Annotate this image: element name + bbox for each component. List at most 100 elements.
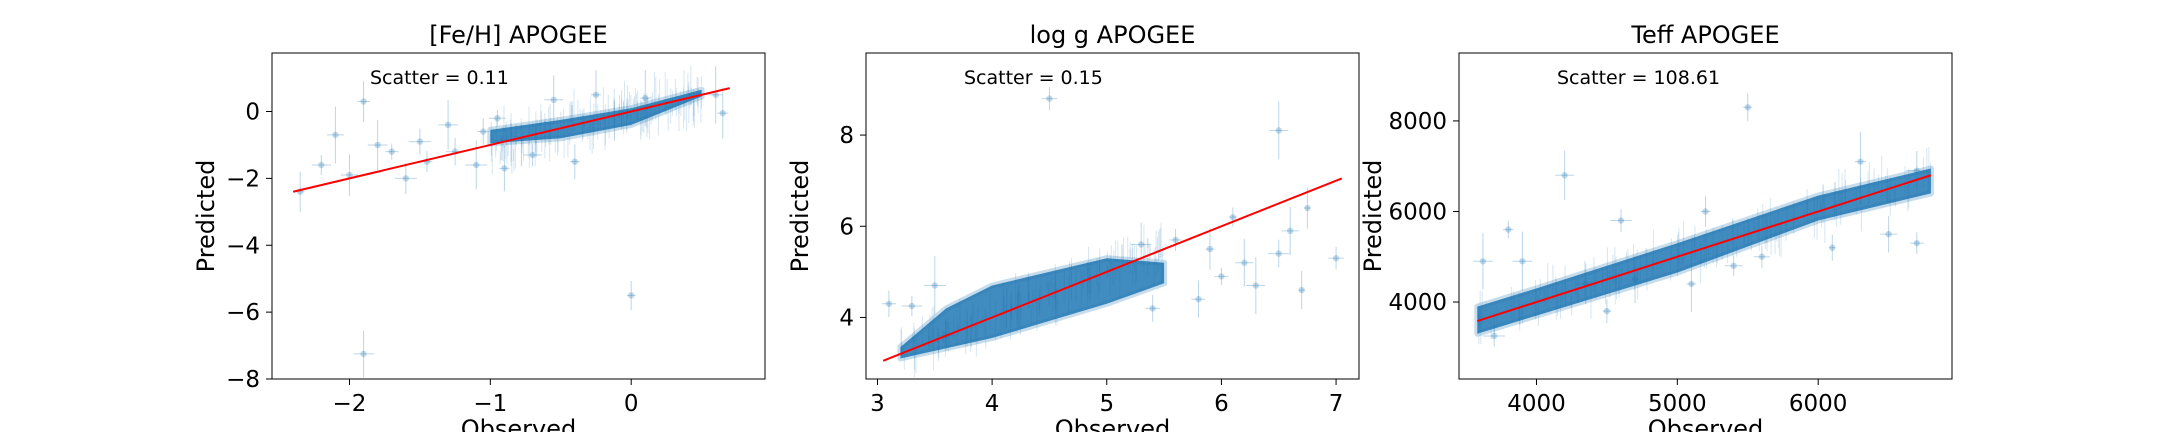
x-tick-label: 7	[1329, 391, 1344, 417]
data-point	[1046, 95, 1053, 102]
data-point	[592, 91, 600, 98]
data-point	[1229, 213, 1237, 221]
data-point	[501, 165, 508, 172]
data-point	[1218, 273, 1225, 280]
data-point	[1505, 226, 1512, 233]
chart-title-logg: log g APOGEE	[1030, 21, 1196, 49]
data-point	[494, 115, 501, 122]
data-point	[1304, 204, 1311, 212]
data-point	[642, 94, 649, 102]
x-tick-label: 6000	[1789, 391, 1848, 417]
chart-title-feh: [Fe/H] APOGEE	[429, 21, 607, 49]
y-tick-label: −8	[226, 367, 260, 393]
data-point	[1913, 167, 1920, 174]
y-tick-label: 6000	[1388, 199, 1447, 225]
plot-area	[292, 65, 731, 378]
data-point	[473, 161, 480, 169]
data-point	[712, 91, 719, 98]
data-point	[1688, 280, 1695, 288]
data-point	[908, 302, 916, 310]
data-point	[1275, 127, 1282, 134]
data-point	[1479, 258, 1487, 265]
data-point	[1241, 259, 1248, 266]
x-tick-label: −1	[473, 391, 507, 417]
data-point	[1149, 305, 1156, 312]
panel-feh: −2 −1 0 −8 −6 −4 −2 0 [Fe/H] APOGEE Observed Predi…	[192, 21, 766, 436]
data-point	[1252, 282, 1260, 289]
data-point	[1617, 217, 1625, 224]
x-tick-label: 4000	[1507, 391, 1566, 417]
x-tick-label: 5000	[1648, 391, 1707, 417]
scatter-annotation: Scatter = 0.15	[964, 67, 1103, 89]
data-point	[931, 282, 938, 289]
y-tick-label: 4	[839, 305, 854, 331]
data-point	[1561, 172, 1568, 179]
y-tick-label: 6	[839, 214, 854, 240]
data-point	[1829, 244, 1836, 251]
y-tick-label: −6	[226, 300, 260, 326]
axes-frame	[865, 52, 1360, 380]
data-point	[1332, 254, 1340, 262]
data-point	[374, 141, 381, 149]
plot-area	[1473, 93, 1934, 347]
data-point	[1172, 236, 1179, 244]
data-point	[1491, 332, 1498, 340]
data-point	[1603, 307, 1611, 315]
panel-logg: 3 4 5 6 7 4 6 8 log g APOGEE Observed Predicted Sca…	[786, 21, 1360, 436]
data-point	[360, 98, 367, 105]
data-point	[719, 109, 726, 117]
data-point	[360, 350, 367, 358]
x-axis-label: Observed	[461, 415, 576, 432]
y-tick-label: 4000	[1388, 290, 1447, 316]
y-axis-label: Predicted	[786, 160, 814, 273]
data-point	[1137, 241, 1145, 248]
y-tick-label: 0	[245, 100, 260, 126]
x-tick-label: 6	[1214, 391, 1229, 417]
data-point	[1730, 262, 1737, 270]
x-tick-label: −2	[333, 391, 367, 417]
y-tick-label: −4	[226, 233, 260, 259]
data-point	[1195, 296, 1202, 303]
x-tick-label: 0	[624, 391, 639, 417]
data-point	[346, 171, 353, 179]
fit-line	[1477, 174, 1932, 322]
data-point	[332, 131, 339, 139]
dense-points-region	[897, 255, 1168, 362]
data-point	[1744, 104, 1751, 111]
data-point	[885, 300, 893, 307]
data-point	[1913, 239, 1920, 247]
y-axis-label: Predicted	[1359, 160, 1387, 273]
data-point	[402, 175, 410, 182]
y-axis-label: Predicted	[192, 160, 220, 273]
dense-points-region	[1474, 165, 1934, 337]
chart-title-teff: Teff APOGEE	[1630, 21, 1779, 49]
data-point	[1885, 230, 1892, 238]
data-point	[571, 158, 579, 165]
data-point	[480, 128, 487, 135]
data-point	[444, 121, 452, 129]
scatter-annotation: Scatter = 0.11	[370, 67, 509, 89]
x-tick-label: 4	[985, 391, 1000, 417]
data-point	[529, 151, 536, 159]
scatter-annotation: Scatter = 108.61	[1557, 67, 1720, 89]
data-point	[1758, 253, 1766, 260]
panel-teff: 4000 5000 6000 4000 6000 8000 Teff APOGEE Obser…	[1359, 21, 1953, 436]
x-tick-label: 3	[870, 391, 885, 417]
x-axis-label: Observed	[1055, 415, 1170, 432]
axes-frame	[1458, 52, 1953, 380]
data-point	[1631, 276, 1639, 283]
y-tick-label: −2	[226, 166, 260, 192]
dense-points-region	[487, 86, 705, 147]
data-point	[1702, 208, 1709, 215]
y-tick-label: 8000	[1388, 109, 1447, 135]
data-point	[416, 138, 424, 145]
x-tick-label: 5	[1099, 391, 1114, 417]
fit-line	[292, 87, 731, 193]
data-point	[388, 148, 395, 155]
fit-line	[882, 177, 1343, 362]
x-axis-label: Observed	[1648, 415, 1763, 432]
data-point	[1298, 286, 1305, 294]
data-point	[1519, 258, 1526, 265]
